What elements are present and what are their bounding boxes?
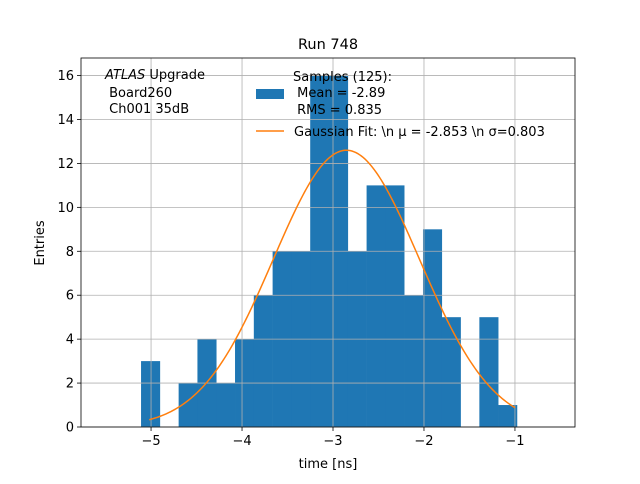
histogram-bar xyxy=(385,185,405,427)
y-tick-label: 4 xyxy=(66,333,74,348)
axis-ticks: −5 −4 −3 −2 −1 0 2 4 6 8 10 12 14 16 xyxy=(57,69,524,449)
histogram-bar xyxy=(141,361,161,427)
y-tick-label: 6 xyxy=(66,289,74,304)
histogram-bar xyxy=(498,405,518,427)
x-tick-label: −4 xyxy=(232,434,251,449)
x-tick-label: −1 xyxy=(505,434,524,449)
x-tick-label: −2 xyxy=(414,434,433,449)
legend-hist-swatch xyxy=(256,89,284,99)
y-tick-label: 2 xyxy=(66,377,74,392)
board-label: Board260 xyxy=(105,86,172,101)
svg-text:ATLAS Upgrade: ATLAS Upgrade xyxy=(104,68,205,83)
y-tick-label: 0 xyxy=(66,421,74,436)
histogram-bar xyxy=(178,383,198,427)
histogram-bar xyxy=(422,229,443,427)
y-axis-label: Entries xyxy=(33,220,48,266)
x-tick-label: −3 xyxy=(323,434,342,449)
chart-title: Run 748 xyxy=(298,37,358,53)
legend: Samples (125): Mean = -2.89 RMS = 0.835 … xyxy=(256,70,545,140)
histogram-bar xyxy=(404,295,424,427)
legend-rms: RMS = 0.835 xyxy=(293,103,382,118)
y-tick-label: 12 xyxy=(57,157,74,172)
y-tick-label: 8 xyxy=(66,245,74,260)
histogram-bar xyxy=(216,383,236,427)
y-tick-label: 14 xyxy=(57,113,74,128)
grid xyxy=(81,58,575,428)
histogram-bar xyxy=(366,185,386,427)
histogram-bar xyxy=(479,317,499,427)
axes-frame xyxy=(80,57,576,428)
y-tick-label: 10 xyxy=(57,201,74,216)
legend-samples: Samples (125): xyxy=(293,70,392,85)
legend-fit: Gaussian Fit: \n μ = -2.853 \n σ=0.803 xyxy=(294,125,545,140)
x-tick-label: −5 xyxy=(141,434,160,449)
x-axis-label: time [ns] xyxy=(299,457,358,472)
legend-mean: Mean = -2.89 xyxy=(293,86,385,101)
atlas-annotation: ATLAS Upgrade Board260 Ch001 35dB xyxy=(104,68,205,117)
upgrade-label: Upgrade xyxy=(145,68,205,83)
atlas-label: ATLAS xyxy=(104,68,145,83)
y-tick-label: 16 xyxy=(57,69,74,84)
channel-label: Ch001 35dB xyxy=(105,102,189,117)
histogram-bar xyxy=(253,295,273,427)
histogram-bar xyxy=(441,317,461,427)
gaussian-fit-line xyxy=(149,149,516,421)
